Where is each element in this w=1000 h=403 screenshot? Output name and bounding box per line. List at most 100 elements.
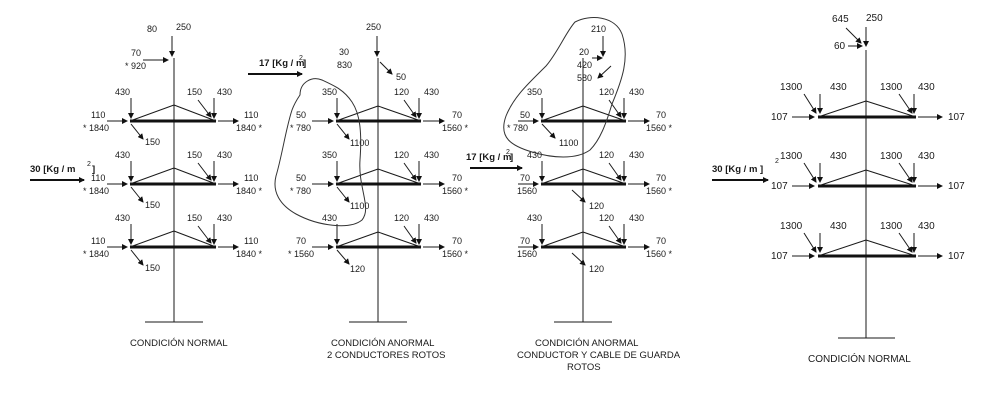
tower-3-arm-1-longitudinal: 1100: [559, 138, 578, 148]
tower-4: 645 250 60 1300 430 1300 430 107 107: [771, 13, 965, 365]
tower-2-arm-1-right-transverse: 1560 *: [442, 123, 469, 133]
tower-4-arm-2-right-vertical-b: 430: [918, 151, 935, 162]
tower-4-arm-3-left-horizontal: 107: [771, 251, 788, 262]
tower-2-arm-1-right-horizontal: 70: [452, 110, 462, 120]
tower-3-arm-3-longitudinal: 120: [589, 264, 604, 274]
tower-4-arm-2-right-horizontal: 107: [948, 181, 965, 192]
tower-3-arm-3-right-vertical-a: 120: [599, 213, 614, 223]
tower-4-caption: CONDICIÓN NORMAL: [808, 352, 911, 365]
tower-2-arm-3-right-vertical-a: 120: [394, 213, 409, 223]
tower-1-arm-1-left-vertical: 430: [115, 87, 130, 97]
tower-4-arm-3: 1300 430 1300 430 107 107: [771, 221, 965, 262]
tower-2-arm-2-left-vertical: 350: [322, 150, 337, 160]
tower-1-arm-1-right-vertical-a: 150: [187, 87, 202, 97]
tower-2-arm-2-left-transverse: * 780: [290, 186, 311, 196]
tower-3-arm-2-left-horizontal: 70: [520, 173, 530, 183]
tower-3-top-transverse-b: 580: [577, 73, 592, 83]
tower-1-top-load-b: 250: [176, 22, 191, 32]
tower-2: 250 30 830 50 350 120 430 50 * 780 70 15…: [274, 22, 469, 361]
tower-2-top-transverse: 830: [337, 60, 352, 70]
tower-1-arm-2-right-vertical-b: 430: [217, 150, 232, 160]
tower-4-arm-2-right-vertical-a: 1300: [880, 151, 903, 162]
tower-1-arm-3-right-transverse: 1840 *: [236, 249, 263, 259]
tower-1-arm-2-longitudinal: 150: [145, 200, 160, 210]
tower-1-top-transverse: * 920: [125, 61, 146, 71]
tower-1-arm-3-left-vertical: 430: [115, 213, 130, 223]
tower-2-arm-1-right-vertical-b: 430: [424, 87, 439, 97]
tower-2-arm-3-right-horizontal: 70: [452, 236, 462, 246]
wind-pressure-30-tower-4-label: 30 [Kg / m ]: [712, 164, 763, 175]
tower-1-arm-3-left-horizontal: 110: [91, 236, 105, 246]
tower-2-arm-3-left-horizontal: 70: [296, 236, 306, 246]
tower-1-arm-2-left-vertical: 430: [115, 150, 130, 160]
tower-3-caption-line-2: CONDUCTOR Y CABLE DE GUARDA: [517, 350, 681, 361]
tower-3-arm-3-left-transverse: 1560: [517, 249, 537, 259]
tower-3-top-transverse-a: 420: [577, 60, 592, 70]
tower-4-arm-2-left-vertical-a: 1300: [780, 151, 803, 162]
tower-3-arm-3-right-horizontal: 70: [656, 236, 666, 246]
tower-2-hand-drawn-outline: [274, 78, 367, 227]
tower-2-arm-1-left-horizontal: 50: [296, 110, 306, 120]
tower-3-arm-2-right-vertical-b: 430: [629, 150, 644, 160]
tower-4-top-load-b: 250: [866, 13, 883, 24]
tower-3-arm-2-left-vertical: 430: [527, 150, 542, 160]
wind-pressure-30-exponent: 2: [87, 161, 91, 168]
tower-2-top-longitudinal: 50: [396, 72, 406, 82]
tower-4-arm-2: 1300 430 1300 430 107 107: [771, 151, 965, 192]
tower-2-arm-3-longitudinal: 120: [350, 264, 365, 274]
tower-1-caption: CONDICIÓN NORMAL: [130, 338, 228, 349]
tower-3-hand-drawn-outline: [503, 17, 626, 158]
tower-2-arm-2-right-vertical-a: 120: [394, 150, 409, 160]
wind-pressure-17-tower-2: 17 [Kg / m 2 ]: [248, 55, 306, 77]
wind-pressure-30-label: 30 [Kg / m: [30, 164, 75, 175]
tower-4-arm-3-left-vertical-a: 1300: [780, 221, 803, 232]
tower-2-arm-2-right-transverse: 1560 *: [442, 186, 469, 196]
tower-4-top-horizontal: 60: [834, 41, 846, 52]
tower-3-arm-3-right-transverse: 1560 *: [646, 249, 673, 259]
wind-pressure-17-exponent-a: 2: [299, 55, 303, 62]
tower-2-caption-line-1: CONDICIÓN ANORMAL: [331, 338, 434, 349]
tower-3-arm-1-left-transverse: * 780: [507, 123, 528, 133]
wind-pressure-30-tower-4: 30 [Kg / m ] 2: [712, 158, 779, 183]
tower-1-arm-2-left-transverse: * 1840: [83, 186, 109, 196]
tower-3-arm-2-left-transverse: 1560: [517, 186, 537, 196]
tower-2-arm-3-left-vertical: 430: [322, 213, 337, 223]
wind-pressure-17-exponent-b: 2: [506, 149, 510, 156]
tower-2-top-vertical: 250: [366, 22, 381, 32]
wind-pressure-17-bracket-a: ]: [303, 58, 306, 69]
tower-3-arm-1-left-vertical: 350: [527, 87, 542, 97]
tower-4-top-load-a: 645: [832, 14, 849, 25]
tower-4-arm-1-right-vertical-a: 1300: [880, 82, 903, 93]
tower-2-arm-1-longitudinal: 1100: [350, 138, 369, 148]
tower-2-arm-1: 350 120 430 50 * 780 70 1560 * 1100: [290, 87, 469, 148]
tower-2-arm-1-right-vertical-a: 120: [394, 87, 409, 97]
tower-2-arm-1-left-transverse: * 780: [290, 123, 311, 133]
tower-3-arm-1-left-horizontal: 50: [520, 110, 530, 120]
tower-4-arm-3-left-vertical-b: 430: [830, 221, 847, 232]
tower-1-top-horizontal: 70: [131, 48, 141, 58]
tower-1-arm-3-right-vertical-b: 430: [217, 213, 232, 223]
tower-1-arm-2-right-transverse: 1840 *: [236, 186, 263, 196]
tower-3-arm-1-right-vertical-b: 430: [629, 87, 644, 97]
tower-1-arm-1: 430 150 430 110 * 1840 110 1840 * 150: [83, 87, 263, 147]
tower-3-arm-2-right-transverse: 1560 *: [646, 186, 673, 196]
tower-1-arm-1-right-horizontal: 110: [244, 110, 258, 120]
wind-pressure-17-bracket-b: ]: [510, 152, 513, 163]
wind-pressure-17-tower-3: 17 [Kg / m 2 ]: [466, 149, 523, 171]
tower-2-arm-2-longitudinal: 1100: [350, 201, 369, 211]
tower-2-arm-1-left-vertical: 350: [322, 87, 337, 97]
tower-3-arm-3-right-vertical-b: 430: [629, 213, 644, 223]
tower-1-arm-1-right-transverse: 1840 *: [236, 123, 263, 133]
tower-4-arm-1-left-vertical-a: 1300: [780, 82, 803, 93]
tower-1-arm-2-left-horizontal: 110: [91, 173, 105, 183]
tower-4-arm-3-right-horizontal: 107: [948, 251, 965, 262]
tower-3-arm-3: 430 120 430 70 1560 70 1560 * 120: [517, 213, 673, 274]
tower-2-arm-2-right-vertical-b: 430: [424, 150, 439, 160]
tower-3-arm-3-left-horizontal: 70: [520, 236, 530, 246]
tower-2-arm-2: 350 120 430 50 * 780 70 1560 * 1100: [290, 150, 469, 211]
tower-1-arm-3-right-horizontal: 110: [244, 236, 258, 246]
tower-3-arm-1-right-vertical-a: 120: [599, 87, 614, 97]
tower-1: 80 250 70 * 920 430 150 430 110 * 1840 1…: [83, 22, 263, 349]
tower-4-arm-3-right-vertical-b: 430: [918, 221, 935, 232]
